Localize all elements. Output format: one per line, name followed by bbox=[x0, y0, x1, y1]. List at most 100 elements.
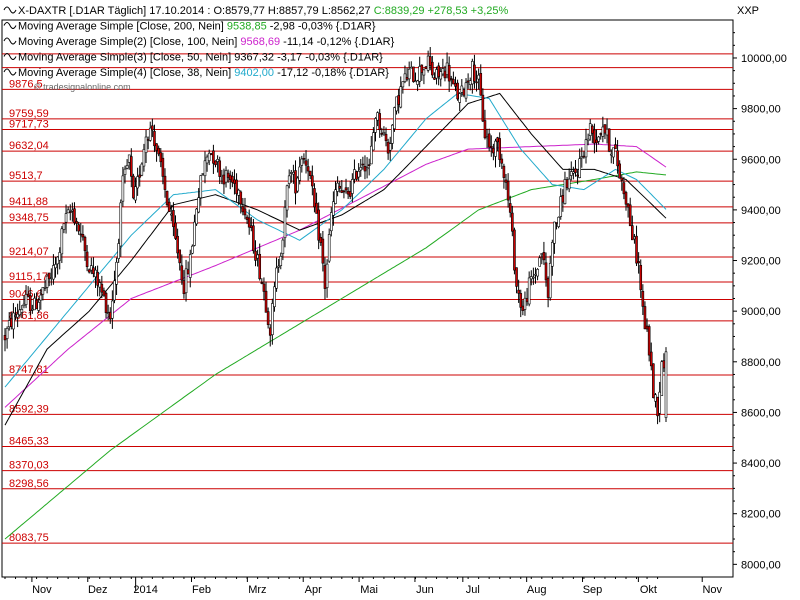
x-tick-label-12: Nov bbox=[702, 584, 722, 596]
candle bbox=[578, 148, 581, 179]
candle bbox=[607, 128, 611, 153]
candle bbox=[159, 148, 163, 168]
level-label-10: 9115,17 bbox=[9, 271, 48, 283]
ma-50-line bbox=[4, 92, 667, 426]
candle bbox=[161, 152, 165, 185]
candle bbox=[64, 204, 68, 234]
candle bbox=[538, 255, 541, 267]
candle bbox=[184, 259, 188, 302]
x-tick-label-1: Dez bbox=[88, 584, 108, 596]
level-label-18: 8083,75 bbox=[9, 532, 49, 544]
candle bbox=[508, 195, 512, 218]
candle bbox=[431, 55, 434, 79]
candle bbox=[420, 64, 424, 81]
candle bbox=[266, 307, 270, 329]
candle bbox=[355, 170, 358, 181]
candle bbox=[519, 289, 523, 318]
candle bbox=[473, 54, 476, 89]
candle bbox=[273, 281, 276, 312]
candle bbox=[548, 255, 552, 301]
y-tick-label-10: 10000,00 bbox=[741, 53, 787, 65]
candle bbox=[264, 281, 268, 313]
candle bbox=[22, 295, 26, 309]
level-label-3: 9759,59 bbox=[9, 108, 49, 120]
candlesticks bbox=[3, 47, 668, 425]
level-label-15: 8465,33 bbox=[9, 436, 49, 448]
candle bbox=[155, 143, 158, 162]
legend-wave-icon bbox=[3, 37, 17, 45]
x-tick-label-9: Aug bbox=[527, 584, 547, 596]
candle bbox=[119, 199, 123, 257]
candle bbox=[452, 71, 455, 85]
candle bbox=[43, 279, 47, 292]
candle bbox=[649, 342, 653, 371]
level-label-13: 8747,81 bbox=[9, 364, 49, 376]
candle bbox=[511, 205, 514, 237]
candle bbox=[361, 156, 365, 170]
candle bbox=[58, 247, 62, 270]
candle bbox=[239, 190, 243, 214]
candle bbox=[612, 147, 615, 164]
candle bbox=[515, 267, 518, 294]
ma-200-line bbox=[4, 171, 667, 540]
candle bbox=[532, 267, 535, 285]
candle bbox=[351, 173, 354, 203]
candle bbox=[317, 202, 320, 250]
candle bbox=[197, 188, 200, 214]
candle bbox=[123, 165, 127, 184]
candle bbox=[428, 47, 432, 71]
candle bbox=[174, 215, 177, 241]
candle bbox=[586, 133, 590, 146]
candle bbox=[315, 192, 318, 214]
candle bbox=[393, 106, 396, 132]
candle bbox=[271, 298, 274, 345]
candle bbox=[5, 326, 9, 349]
candle bbox=[68, 204, 72, 221]
candle bbox=[66, 206, 70, 214]
candle bbox=[212, 144, 215, 174]
y-tick-label-0: 8000,00 bbox=[741, 559, 781, 571]
level-label-9: 9214,07 bbox=[9, 246, 49, 258]
candle bbox=[338, 181, 342, 193]
candle bbox=[517, 279, 520, 303]
candle bbox=[142, 143, 146, 172]
candle bbox=[399, 76, 403, 109]
candle bbox=[279, 252, 283, 270]
candle bbox=[281, 237, 285, 261]
candle bbox=[231, 171, 234, 188]
x-tick-label-0: Nov bbox=[32, 584, 52, 596]
candle bbox=[203, 151, 207, 184]
legend-wave-icon bbox=[3, 68, 17, 76]
candle bbox=[262, 277, 266, 301]
candle bbox=[574, 159, 577, 177]
candle bbox=[458, 92, 462, 112]
candle bbox=[287, 169, 291, 189]
level-label-5: 9632,04 bbox=[9, 140, 49, 152]
candle bbox=[498, 132, 501, 167]
candle bbox=[475, 70, 478, 92]
y-tick-label-6: 9200,00 bbox=[741, 256, 781, 268]
candle bbox=[513, 227, 516, 275]
y-tick-label-9: 9800,00 bbox=[741, 104, 781, 116]
level-label-14: 8592,39 bbox=[9, 403, 49, 415]
legend-wave-icon bbox=[3, 53, 17, 60]
level-label-2: 9876,5 bbox=[9, 78, 43, 90]
candle bbox=[243, 197, 247, 220]
candle bbox=[506, 173, 510, 208]
candle bbox=[54, 256, 57, 278]
candle bbox=[591, 124, 594, 144]
candle bbox=[618, 160, 621, 179]
candle bbox=[100, 275, 104, 299]
candle bbox=[551, 239, 554, 276]
candle bbox=[285, 184, 289, 218]
ma-100-line bbox=[4, 143, 667, 408]
candle bbox=[121, 166, 125, 207]
candle bbox=[384, 127, 388, 147]
candle bbox=[416, 79, 419, 92]
candle bbox=[374, 117, 377, 142]
candle bbox=[39, 288, 43, 310]
candle bbox=[622, 177, 626, 200]
candle bbox=[584, 128, 588, 164]
moving-average-lines bbox=[4, 92, 667, 540]
candle bbox=[277, 258, 280, 273]
